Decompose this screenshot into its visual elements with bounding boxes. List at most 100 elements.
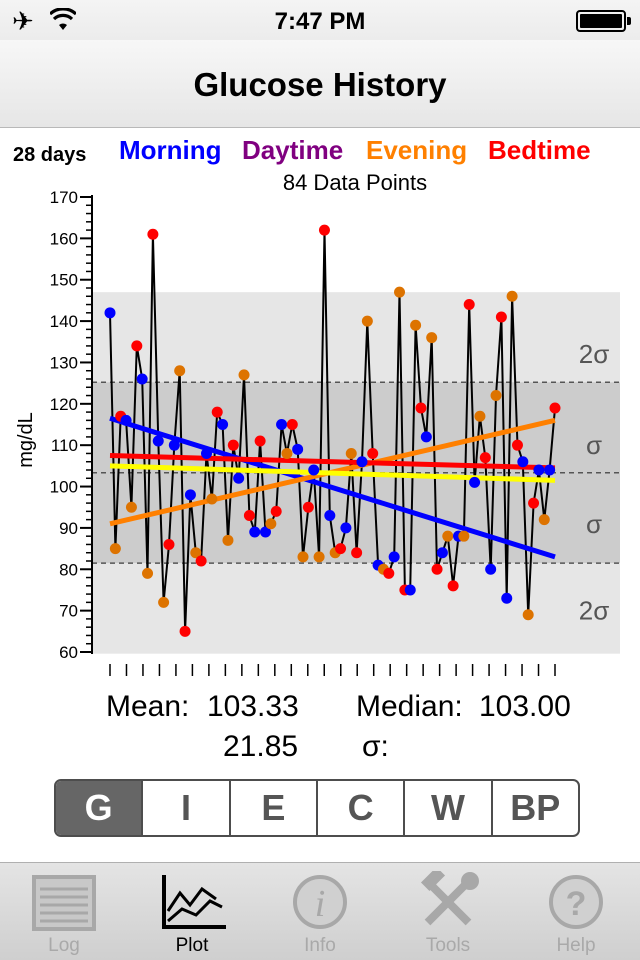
data-point [474, 410, 486, 422]
data-point [367, 447, 379, 459]
help-icon: ? [549, 875, 603, 929]
svg-text:i: i [315, 883, 326, 925]
data-point [136, 373, 148, 385]
data-point [308, 464, 320, 476]
data-point [544, 464, 556, 476]
data-point [174, 365, 186, 377]
data-point [469, 476, 481, 488]
data-point [217, 419, 229, 430]
y-axis-label: mg/dL [15, 412, 37, 468]
data-point [426, 332, 438, 344]
log-icon [32, 875, 96, 931]
page-title: Glucose History [193, 66, 447, 103]
data-point [383, 567, 395, 579]
band-label: 2σ [579, 596, 610, 626]
data-point [163, 538, 175, 550]
data-point [292, 443, 304, 455]
tab-bar: Log Plot i Info Tools ? [0, 862, 640, 960]
data-point [522, 609, 534, 621]
tab-help-label: Help [556, 935, 596, 956]
tab-tools[interactable]: Tools [384, 863, 512, 960]
data-point [351, 547, 363, 559]
plot-icon [162, 875, 226, 929]
data-point [281, 447, 293, 459]
mean-value: 103.33 [207, 690, 299, 723]
data-point [158, 596, 170, 608]
y-tick-label: 170 [50, 188, 78, 207]
data-point [431, 563, 443, 575]
data-point [254, 435, 266, 447]
data-point [490, 390, 502, 402]
trend-line-morning [109, 415, 556, 560]
data-point [313, 551, 325, 563]
tab-help[interactable]: ? Help [512, 863, 640, 960]
data-point [286, 419, 298, 430]
y-tick-label: 140 [50, 312, 78, 331]
y-tick-label: 120 [50, 395, 78, 414]
y-tick-label: 110 [51, 436, 78, 455]
segment-exercise[interactable]: E [231, 781, 318, 835]
y-tick-label: 60 [59, 643, 78, 662]
tab-info-label: Info [304, 935, 336, 956]
tab-log[interactable]: Log [0, 863, 128, 960]
data-point [335, 543, 347, 555]
segment-glucose[interactable]: G [56, 781, 144, 835]
y-tick-label: 70 [59, 602, 78, 621]
data-point [463, 299, 475, 311]
data-point [404, 584, 416, 596]
sigma-value: 21.85 [223, 730, 299, 763]
tab-plot-label: Plot [175, 935, 209, 956]
y-tick-label: 90 [59, 519, 78, 538]
data-point [506, 290, 518, 302]
svg-text:?: ? [566, 885, 587, 923]
data-point [447, 580, 459, 592]
y-tick-label: 100 [50, 478, 78, 497]
data-point [302, 501, 314, 513]
segment-carbs[interactable]: C [318, 781, 406, 835]
data-point [517, 456, 529, 468]
data-point [147, 228, 159, 240]
battery-icon [576, 10, 631, 32]
legend-evening: Evening [366, 135, 468, 165]
data-point [318, 224, 330, 236]
band-label: σ [586, 430, 602, 460]
tab-tools-label: Tools [425, 935, 471, 956]
segment-blood-pressure[interactable]: BP [510, 787, 561, 828]
navigation-bar: Glucose History [0, 40, 640, 128]
data-point [131, 340, 143, 352]
data-point [104, 307, 116, 319]
data-point [485, 563, 497, 575]
segment-weight[interactable]: W [405, 781, 493, 835]
data-point [243, 510, 255, 521]
tab-plot[interactable]: Plot [128, 863, 256, 960]
data-point [259, 526, 271, 538]
data-point [340, 522, 352, 534]
trend-line-overall [109, 463, 556, 483]
data-point [206, 493, 218, 505]
data-point [297, 551, 309, 563]
data-point [233, 472, 245, 484]
data-point [458, 530, 470, 542]
y-tick-label: 130 [50, 353, 78, 372]
data-point [420, 431, 432, 443]
tab-info[interactable]: i Info [256, 863, 384, 960]
data-point [495, 311, 507, 323]
band-label: σ [586, 509, 602, 539]
data-point [533, 464, 545, 476]
status-time: 7:47 PM [274, 8, 366, 35]
measurement-type-selector: G I E C W BP [54, 779, 580, 837]
data-point [415, 402, 427, 414]
data-point-count: 84 Data Points [282, 170, 428, 195]
segment-insulin[interactable]: I [143, 781, 231, 835]
data-point [179, 625, 191, 637]
legend-bedtime: Bedtime [488, 135, 591, 165]
data-point [190, 547, 202, 559]
trend-line-bedtime [109, 453, 556, 471]
data-point [227, 439, 239, 451]
data-point [410, 319, 422, 331]
legend-morning: Morning [119, 135, 222, 165]
data-point [538, 514, 550, 526]
data-point [356, 456, 368, 468]
tools-icon [420, 871, 479, 926]
y-tick-label: 160 [50, 229, 78, 248]
